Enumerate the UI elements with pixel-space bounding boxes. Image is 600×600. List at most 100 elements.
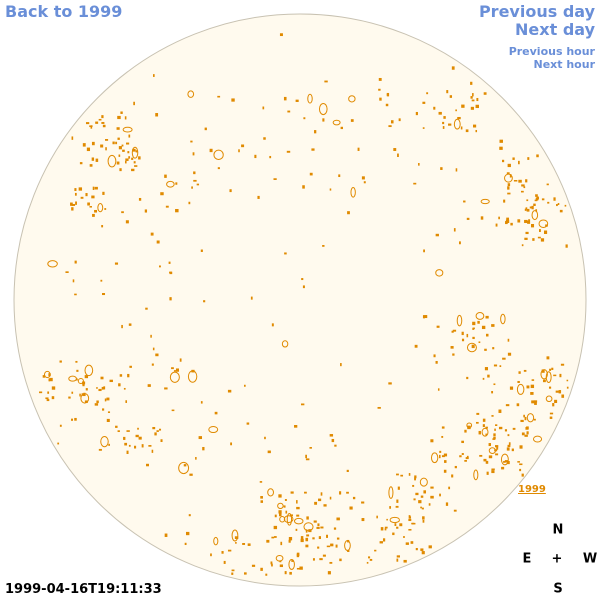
contour-speck bbox=[361, 518, 365, 522]
contour-speck bbox=[164, 174, 167, 178]
contour-speck bbox=[87, 202, 90, 206]
contour-speck bbox=[559, 373, 562, 378]
contour-speck bbox=[214, 411, 218, 415]
contour-speck bbox=[293, 517, 304, 525]
contour-speck bbox=[480, 216, 484, 220]
contour-speck bbox=[115, 141, 118, 145]
contour-speck bbox=[485, 460, 489, 464]
contour-speck bbox=[79, 393, 81, 397]
contour-speck bbox=[395, 505, 399, 508]
contour-speck bbox=[324, 80, 328, 83]
contour-speck bbox=[68, 375, 77, 382]
contour-speck bbox=[363, 181, 366, 184]
contour-speck bbox=[424, 315, 428, 319]
contour-speck bbox=[357, 147, 360, 151]
contour-speck bbox=[95, 121, 99, 124]
contour-speck bbox=[409, 516, 412, 519]
contour-speck bbox=[84, 364, 94, 377]
contour-speck bbox=[523, 369, 527, 372]
contour-speck bbox=[263, 137, 266, 140]
contour-speck bbox=[129, 365, 132, 368]
contour-speck bbox=[49, 377, 53, 382]
contour-speck bbox=[546, 356, 550, 360]
contour-speck bbox=[287, 110, 291, 113]
contour-speck bbox=[511, 448, 514, 452]
contour-speck bbox=[329, 188, 332, 191]
contour-speck bbox=[350, 119, 354, 122]
contour-speck bbox=[386, 518, 388, 521]
contour-speck bbox=[117, 137, 120, 140]
contour-speck bbox=[269, 155, 272, 159]
contour-speck bbox=[465, 129, 469, 133]
contour-speck bbox=[105, 147, 107, 151]
contour-speck bbox=[128, 444, 131, 447]
contour-speck bbox=[390, 120, 394, 124]
contour-speck bbox=[380, 527, 384, 531]
contour-speck bbox=[85, 122, 90, 125]
contour-speck bbox=[131, 168, 135, 172]
contour-speck bbox=[475, 129, 478, 133]
contour-speck bbox=[382, 538, 386, 542]
contour-speck bbox=[523, 414, 525, 418]
contour-speck bbox=[493, 433, 496, 437]
contour-speck bbox=[82, 143, 86, 147]
contour-speck bbox=[213, 149, 224, 161]
contour-speck bbox=[545, 224, 548, 227]
contour-speck bbox=[388, 125, 392, 128]
back-to-year-link[interactable]: Back to 1999 bbox=[5, 2, 123, 21]
contour-speck bbox=[491, 391, 494, 394]
contour-speck bbox=[48, 378, 51, 382]
contour-speck bbox=[308, 529, 312, 533]
contour-speck bbox=[74, 293, 77, 296]
next-hour-link[interactable]: Next hour bbox=[533, 58, 596, 71]
contour-speck bbox=[125, 220, 129, 224]
contour-speck bbox=[116, 127, 120, 130]
contour-speck bbox=[85, 388, 88, 391]
contour-speck bbox=[500, 313, 506, 325]
contour-speck bbox=[238, 149, 240, 153]
contour-speck bbox=[144, 209, 148, 213]
contour-speck bbox=[303, 117, 306, 120]
contour-speck bbox=[488, 455, 493, 459]
contour-speck bbox=[521, 244, 524, 247]
contour-speck bbox=[352, 496, 356, 500]
next-day-link[interactable]: Next day bbox=[515, 20, 595, 39]
contour-speck bbox=[526, 208, 530, 212]
contour-speck bbox=[408, 518, 412, 522]
contour-speck bbox=[264, 436, 266, 440]
contour-speck bbox=[499, 139, 503, 143]
contour-speck bbox=[493, 436, 496, 439]
contour-speck bbox=[336, 517, 340, 521]
previous-hour-link[interactable]: Previous hour bbox=[508, 45, 595, 58]
contour-speck bbox=[492, 347, 495, 350]
contour-speck bbox=[173, 370, 177, 372]
contour-speck bbox=[464, 459, 467, 462]
contour-speck bbox=[95, 158, 99, 162]
contour-speck bbox=[329, 561, 333, 564]
contour-speck bbox=[545, 371, 552, 383]
contour-speck bbox=[498, 216, 500, 220]
contour-speck bbox=[74, 188, 77, 191]
contour-speck bbox=[461, 453, 464, 455]
contour-speck bbox=[75, 360, 78, 363]
contour-speck bbox=[519, 445, 523, 449]
contour-speck bbox=[119, 168, 122, 172]
contour-speck bbox=[506, 461, 510, 465]
contour-speck bbox=[91, 157, 95, 161]
contour-speck bbox=[368, 556, 371, 559]
contour-speck bbox=[366, 561, 369, 564]
contour-speck bbox=[156, 430, 159, 432]
contour-speck bbox=[485, 433, 487, 436]
contour-speck bbox=[301, 278, 304, 281]
contour-speck bbox=[433, 354, 436, 358]
contour-speck bbox=[100, 279, 103, 282]
contour-speck bbox=[241, 144, 245, 148]
previous-day-link[interactable]: Previous day bbox=[478, 2, 595, 21]
active-region-contours bbox=[39, 33, 569, 576]
contour-speck bbox=[125, 160, 127, 164]
contour-speck bbox=[535, 197, 539, 201]
contour-speck bbox=[98, 448, 102, 451]
contour-speck bbox=[309, 172, 313, 176]
contour-speck bbox=[57, 442, 60, 445]
contour-speck bbox=[213, 536, 219, 546]
